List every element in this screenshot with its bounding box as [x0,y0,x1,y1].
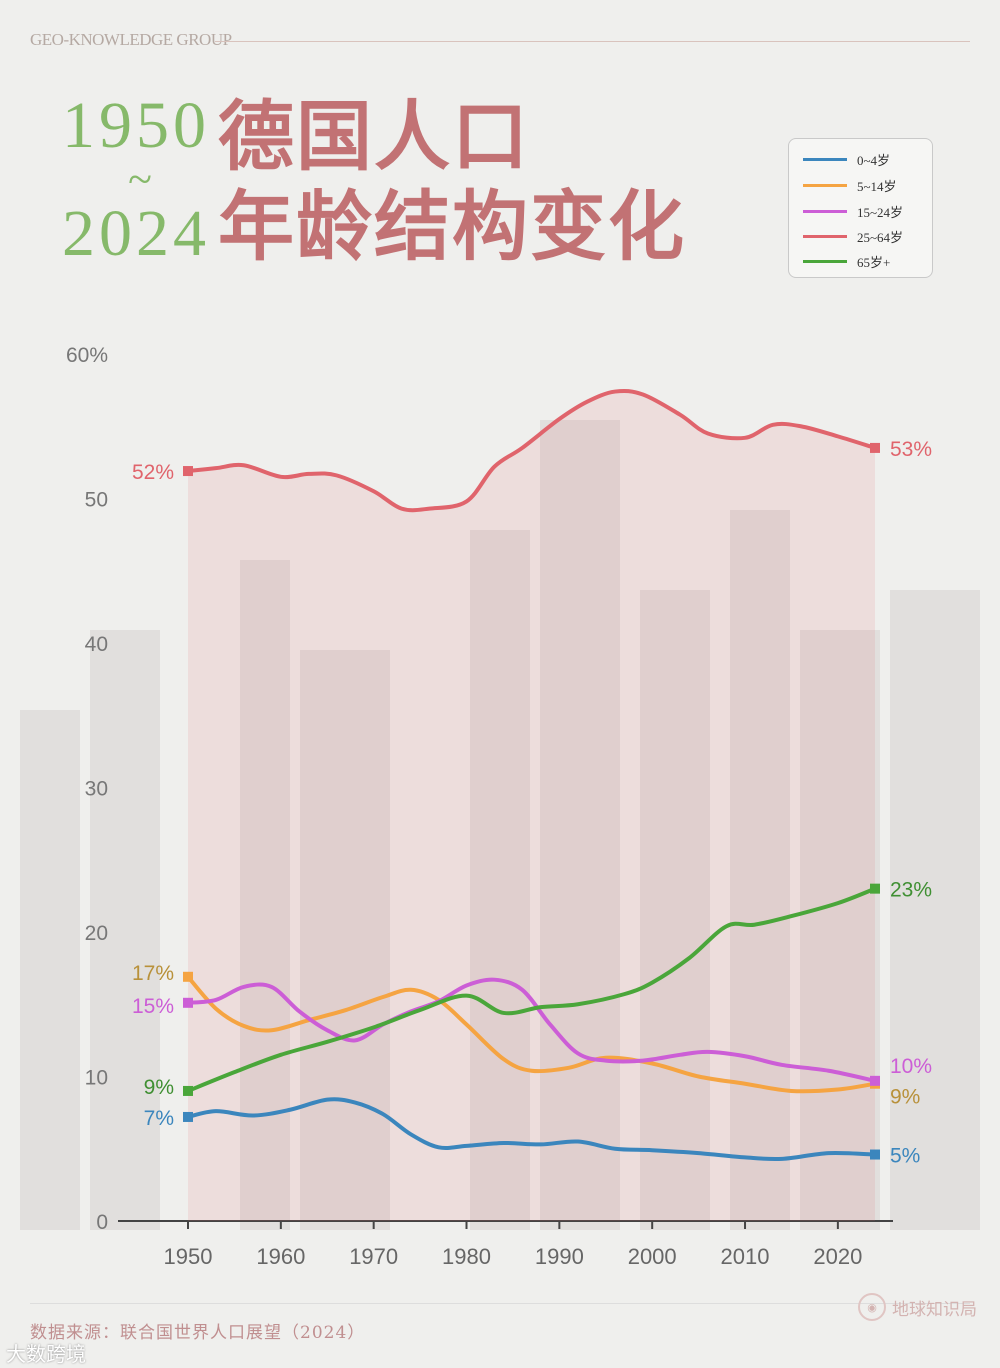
chart-title: 德国人口 年龄结构变化 [218,92,686,272]
y-tick-label: 50 [85,489,108,512]
series-end-marker [870,442,880,453]
series-end-label: 9% [890,1086,920,1109]
series-line [186,388,877,513]
legend-item: 15~24岁 [803,201,903,221]
series-end-label: 10% [890,1055,932,1078]
series-start-marker [183,1111,193,1122]
series-area [188,390,875,1221]
series-start-label: 9% [144,1076,174,1099]
legend-swatch [803,183,847,187]
title-line-2: 年龄结构变化 [218,182,686,271]
x-tick-label: 1970 [349,1244,398,1269]
y-tick-label: 40 [85,633,108,656]
series-start-label: 52% [132,461,174,484]
year-end: 2024 [62,197,210,270]
x-tick-label: 1990 [535,1244,584,1269]
legend-label: 25~64岁 [857,229,904,245]
x-tick-label: 2020 [813,1244,862,1269]
series-end-marker [870,1075,880,1086]
legend-label: 15~24岁 [857,204,904,220]
legend-label: 0~4岁 [857,152,891,168]
year-tilde: ~ [128,155,156,204]
legend-item: 0~4岁 [803,149,890,169]
series-line [186,886,877,1093]
background-cityscape [20,420,980,1230]
legend-swatch [803,234,847,238]
series-line [186,977,877,1083]
series-start-label: 17% [132,962,174,985]
title-line-1: 德国人口 [218,92,530,181]
year-range: 1950 ~ 2024 [62,92,232,268]
series-start-marker [183,1085,193,1096]
y-tick-label: 20 [85,922,108,945]
watermark: 大数跨境 [6,1342,86,1366]
series-start-marker [183,997,193,1008]
header-divider [215,41,970,42]
x-tick-label: 2010 [721,1244,770,1269]
year-start: 1950 [62,89,210,162]
series-line [186,1097,877,1162]
publisher-logo: ◉ 地球知识局 [858,1293,977,1321]
legend-item: 25~64岁 [803,226,903,246]
y-tick-label: 30 [85,778,108,801]
data-source: 数据来源：联合国世界人口展望（2024） [30,1323,366,1343]
legend-swatch [803,157,847,161]
legend: 0~4岁 5~14岁 15~24岁 25~64岁 65岁+ [788,138,933,278]
y-tick-label: 10 [85,1067,108,1090]
x-tick-label: 1950 [164,1244,213,1269]
legend-item: 5~14岁 [803,175,897,195]
legend-swatch [803,259,847,263]
publisher-name: 地球知识局 [892,1299,977,1320]
series-end-label: 5% [890,1145,920,1168]
series-end-marker [870,883,880,894]
x-tick-label: 2000 [628,1244,677,1269]
series-start-label: 7% [144,1107,174,1130]
series-end-marker [870,1149,880,1160]
legend-label: 65岁+ [857,254,891,270]
legend-label: 5~14岁 [857,178,897,194]
header-brand: GEO-KNOWLEDGE GROUP [30,30,232,49]
series-start-marker [183,971,193,982]
x-tick-label: 1980 [442,1244,491,1269]
series-line [186,974,877,1094]
footer-divider [30,1303,970,1304]
series-start-label: 15% [132,995,174,1018]
y-tick-label: 0 [96,1211,108,1234]
series-end-label: 23% [890,879,932,902]
series-start-marker [183,466,193,477]
globe-icon: ◉ [858,1293,886,1321]
legend-item: 65岁+ [803,251,890,271]
legend-swatch [803,209,847,213]
x-tick-label: 1960 [256,1244,305,1269]
y-tick-label: 60% [66,344,108,367]
series-end-label: 53% [890,438,932,461]
